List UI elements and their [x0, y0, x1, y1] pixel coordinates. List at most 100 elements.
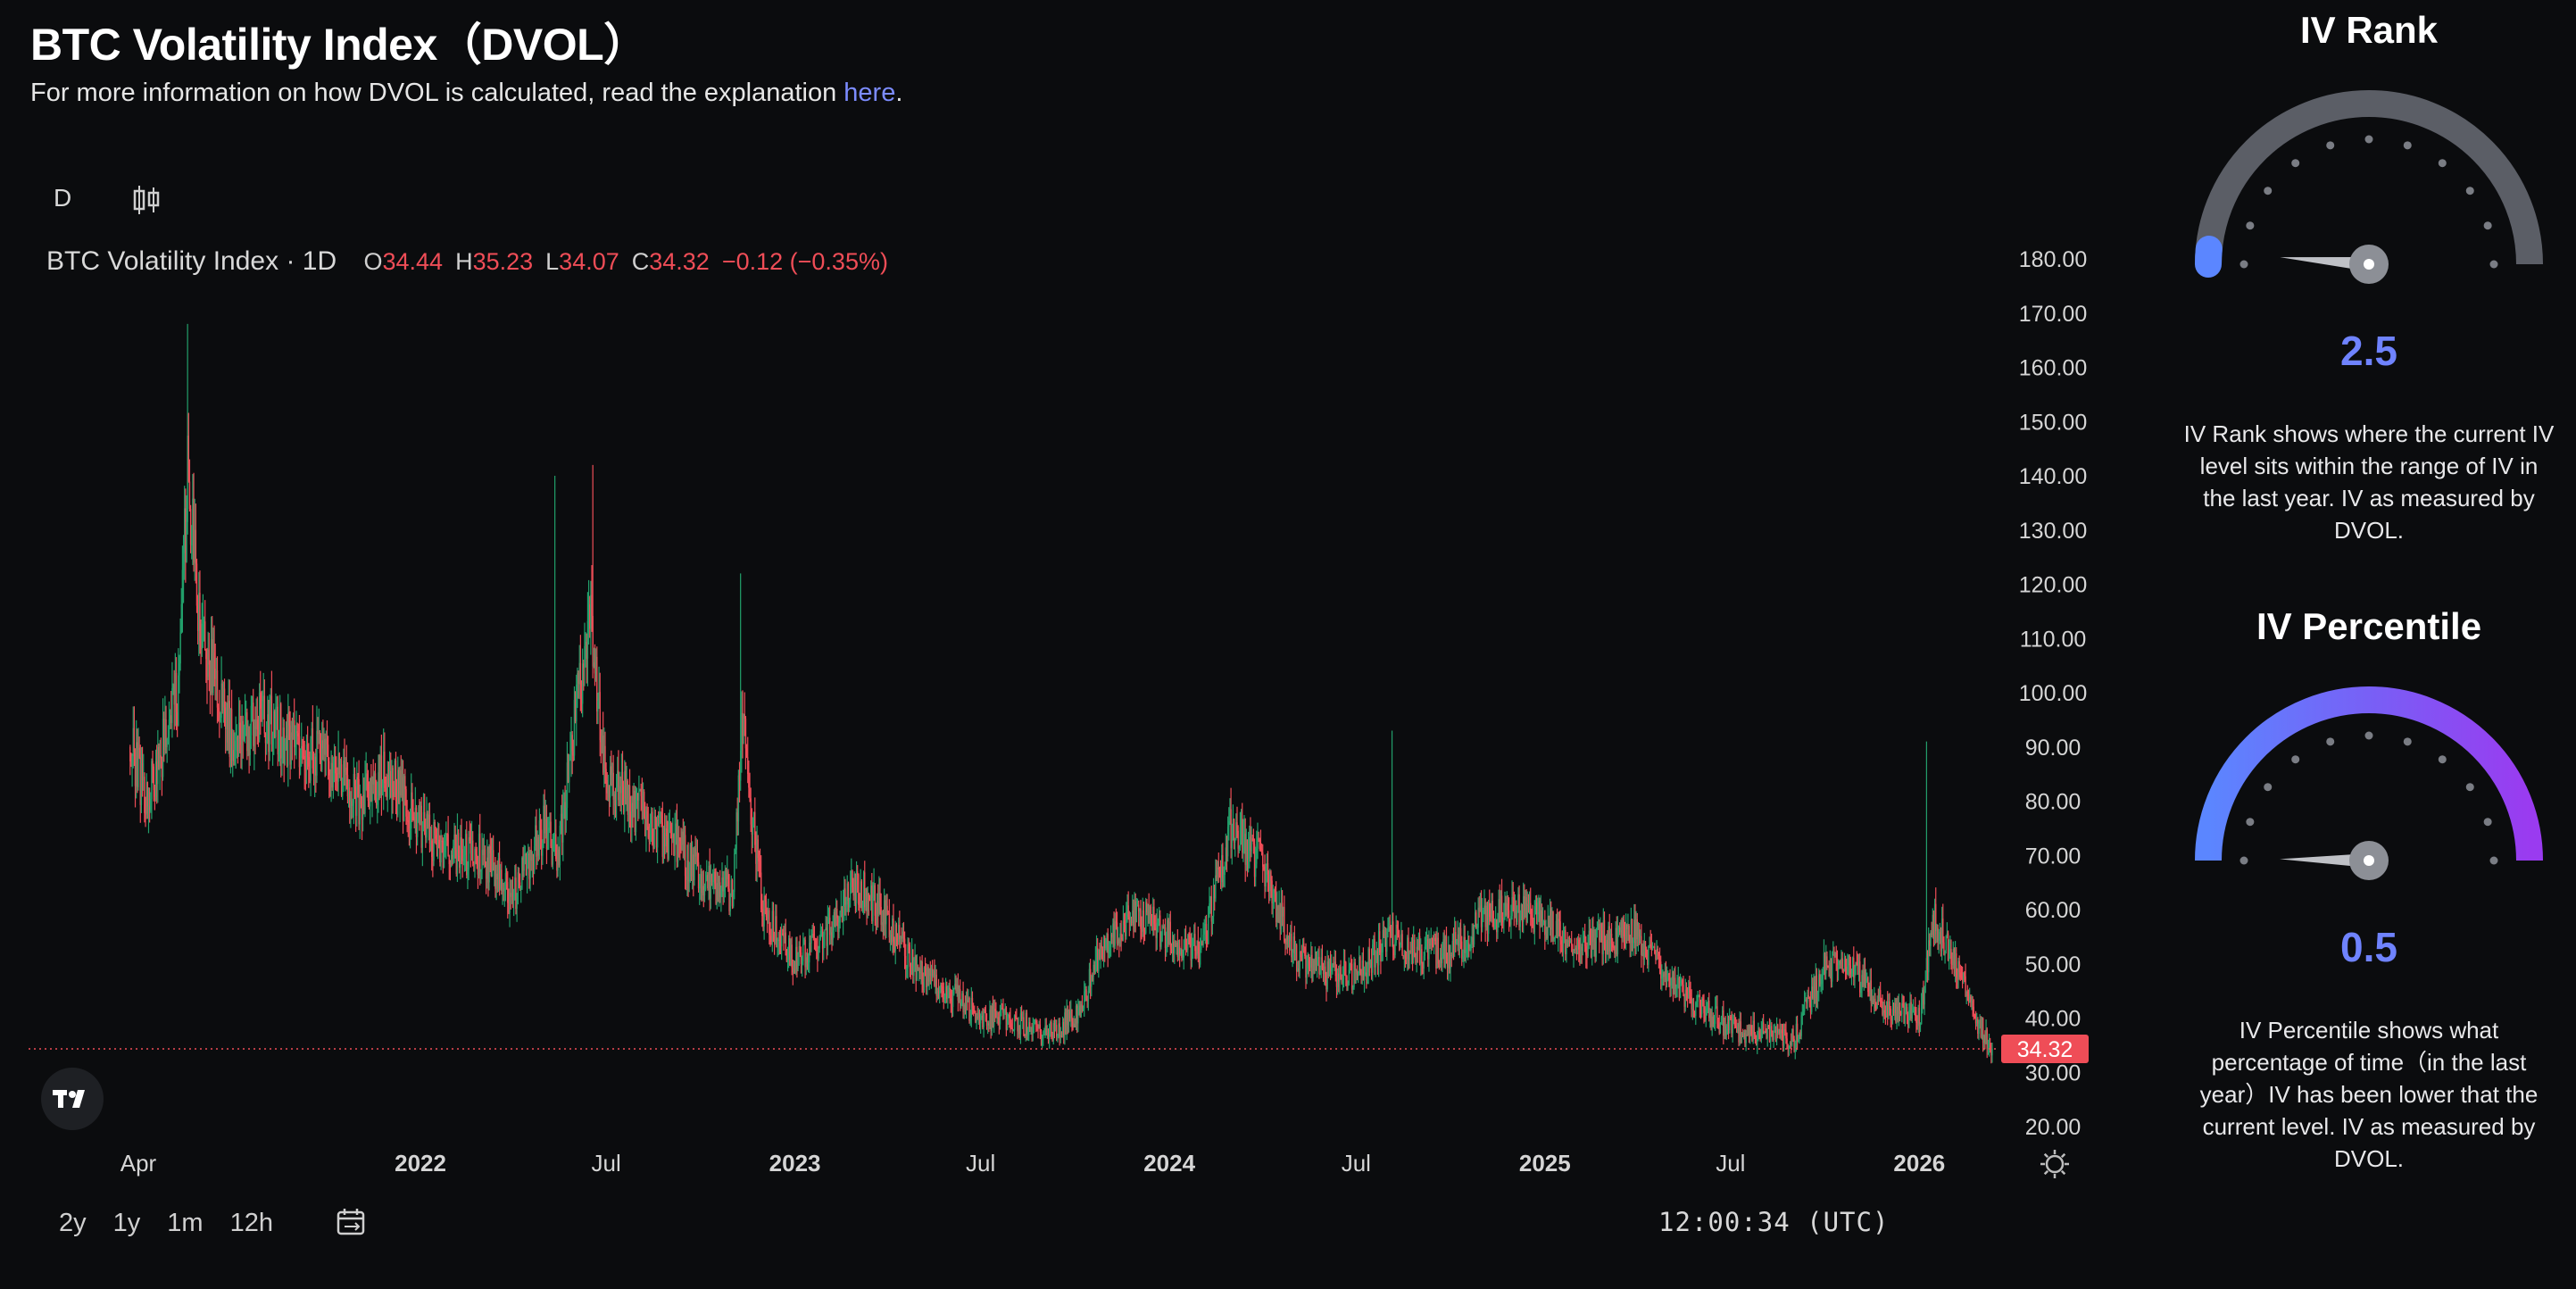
calendar-icon[interactable]: [336, 1207, 368, 1239]
candle-body: [1192, 938, 1194, 946]
close-label: C: [631, 248, 650, 275]
candle-body: [275, 707, 277, 737]
candle-body: [1745, 1034, 1747, 1044]
candle-body: [778, 939, 781, 941]
candle-body: [1143, 930, 1146, 934]
candle-body: [562, 805, 564, 843]
candle-body: [1600, 924, 1602, 931]
candle-body: [1485, 905, 1487, 927]
candle-body: [1401, 934, 1403, 956]
candle-body: [988, 1023, 990, 1025]
y-tick-label: 140.00: [2019, 464, 2087, 489]
page-title: BTC Volatility Index（DVOL）: [30, 20, 648, 70]
candle-body: [658, 815, 660, 818]
candle-body: [1397, 928, 1400, 936]
candle-body: [915, 955, 917, 981]
explanation-link[interactable]: here: [843, 79, 896, 107]
candle-body: [1616, 927, 1617, 955]
candle-body: [636, 793, 638, 800]
candle-body: [1944, 950, 1946, 955]
candle-body: [1545, 933, 1547, 936]
candle-body: [536, 836, 538, 857]
settings-icon[interactable]: [2039, 1148, 2071, 1180]
candle-body: [1762, 1022, 1765, 1035]
candle-body: [1676, 979, 1678, 987]
candle-body: [1716, 1006, 1718, 1019]
utc-clock[interactable]: 12:00:34 (UTC): [1658, 1207, 1890, 1237]
candle-body: [769, 934, 771, 936]
candle-body: [831, 932, 833, 940]
candle-body: [1842, 970, 1844, 972]
range-12h-button[interactable]: 12h: [229, 1209, 273, 1237]
candle-body: [1212, 885, 1215, 917]
candle-body: [1509, 921, 1511, 925]
range-1y-button[interactable]: 1y: [112, 1209, 141, 1237]
candle-body: [239, 722, 241, 739]
candle-body: [1331, 964, 1333, 972]
candle-body: [185, 508, 187, 562]
candle-body: [1079, 1005, 1081, 1017]
candle-body: [1792, 1028, 1794, 1039]
tradingview-logo[interactable]: [41, 1068, 104, 1130]
candle-body: [1760, 1028, 1763, 1039]
candle-body: [1588, 930, 1590, 946]
candle-body: [357, 777, 359, 780]
candlestick-icon[interactable]: [132, 182, 161, 218]
candle-body: [586, 620, 589, 659]
iv-percentile-tick-dot: [2403, 737, 2412, 746]
candle-body: [730, 879, 733, 896]
candle-body: [760, 872, 762, 910]
iv-rank-tick-dot: [2403, 141, 2412, 150]
candle-body: [1269, 871, 1271, 892]
candle-body: [1104, 936, 1106, 948]
candle-body: [1841, 958, 1843, 971]
candle-body: [1535, 902, 1538, 915]
candle-body: [1554, 936, 1557, 939]
candle-body: [808, 943, 810, 963]
candle-body: [385, 783, 386, 789]
candle-body: [129, 746, 131, 761]
candle-body: [419, 812, 420, 825]
candle-body: [1558, 919, 1560, 922]
candle-body: [387, 775, 390, 785]
candle-body: [282, 728, 284, 758]
candle-body: [1552, 911, 1554, 939]
candle-body: [365, 773, 367, 778]
candle-body: [998, 1019, 1001, 1025]
candle-body: [1743, 1033, 1745, 1037]
candle-body: [1882, 1010, 1884, 1015]
candle-body: [1581, 946, 1583, 951]
candle-body: [1530, 902, 1532, 914]
candle-body: [1764, 1032, 1766, 1035]
candle-body: [516, 903, 518, 910]
candle-body: [1352, 987, 1354, 990]
candle-body: [700, 874, 702, 884]
candle-body: [1126, 905, 1128, 912]
candle-body: [725, 869, 727, 879]
range-2y-button[interactable]: 2y: [59, 1209, 87, 1237]
interval-button[interactable]: D: [54, 184, 72, 212]
candle-body: [1479, 905, 1482, 911]
candle-body: [732, 892, 735, 907]
candle-body: [1498, 899, 1500, 924]
candle-body: [1809, 1001, 1812, 1012]
candle-body: [1658, 952, 1660, 957]
candle-body: [1619, 927, 1621, 933]
candle-body: [1984, 1035, 1986, 1044]
candle-body: [1232, 819, 1234, 839]
candle-body: [1579, 949, 1581, 963]
candle-body: [1411, 941, 1414, 960]
candle-body: [1223, 874, 1225, 878]
candle-body: [1222, 855, 1224, 878]
candle-body: [1872, 1000, 1874, 1003]
range-1m-button[interactable]: 1m: [167, 1209, 204, 1237]
candle-body: [1258, 837, 1259, 840]
candle-body: [1056, 1025, 1058, 1037]
candle-body: [1173, 941, 1175, 953]
candle-body: [221, 683, 223, 711]
candle-body: [923, 967, 926, 991]
y-tick-label: 80.00: [2025, 790, 2082, 815]
candle-body: [316, 730, 318, 776]
candle-body: [1991, 1049, 1993, 1056]
